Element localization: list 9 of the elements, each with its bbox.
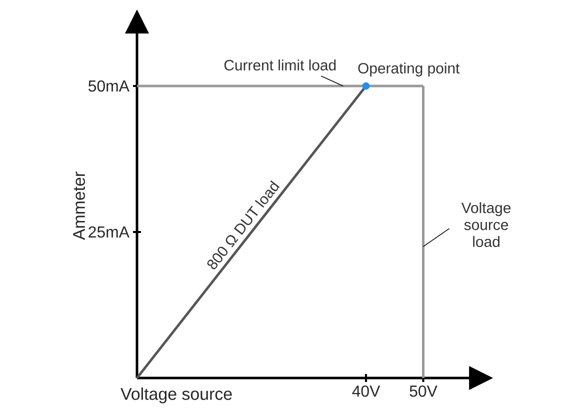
x-axis-title: Voltage source [120, 388, 232, 404]
y-tick-label: 25mA [88, 226, 130, 238]
text: Voltage source load [461, 202, 511, 248]
series-label: Operating point [358, 62, 460, 76]
y-tick-label: 50mA [88, 80, 130, 92]
series-label: Current limit load [224, 60, 336, 70]
y-axis-title: Ammeter [73, 172, 86, 240]
x-tick-label: 40V [352, 386, 380, 397]
x-tick-label: 50V [410, 386, 438, 397]
